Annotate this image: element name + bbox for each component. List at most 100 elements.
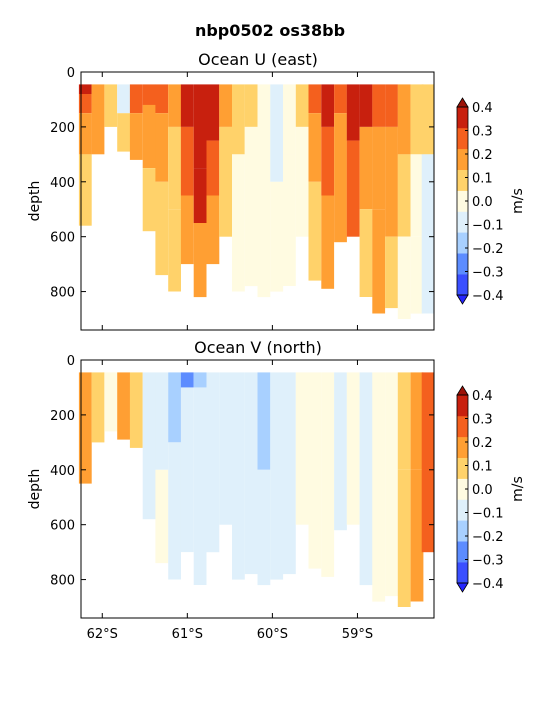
heatmap-cell	[397, 154, 411, 237]
heatmap-cell	[180, 372, 194, 388]
heatmap-cell	[117, 113, 130, 152]
heatmap-cell	[78, 372, 92, 484]
colorbar-tick-label: 0.4	[472, 101, 493, 116]
heatmap-cell	[219, 84, 232, 127]
y-tick-labels: 0 200 400 600 800	[50, 354, 434, 589]
colorbar-tick-label: 0.1	[472, 460, 493, 475]
x-tick-label: 62°S	[87, 627, 118, 642]
colorbar-swatch	[457, 562, 468, 584]
heatmap-cell	[244, 372, 258, 575]
y-tick-label: 600	[50, 231, 75, 246]
colorbar-swatch	[457, 107, 468, 129]
colorbar-tick-label: 0.4	[472, 389, 493, 404]
colorbar-swatch	[457, 436, 468, 458]
heatmap-cell	[359, 126, 373, 210]
colorbar-extend-high	[456, 385, 469, 396]
panel-title: Ocean V (north)	[194, 338, 322, 357]
heatmap-cell	[308, 181, 322, 281]
x-tick-label: 59°S	[342, 627, 373, 642]
heatmap-cell	[397, 84, 411, 155]
heatmap-cell	[257, 469, 271, 586]
x-tick-label: 60°S	[257, 627, 288, 642]
heatmap-cell	[168, 84, 181, 127]
colorbar-swatch	[457, 169, 468, 191]
heatmap-cell	[283, 372, 296, 575]
x-tick-marks	[101, 72, 358, 330]
heatmap-cell	[385, 126, 398, 237]
heatmap-cell	[359, 209, 373, 297]
colorbar-swatch	[457, 232, 468, 254]
heatmap-cell	[117, 372, 130, 440]
heatmap-cell	[257, 372, 271, 470]
panel-title: Ocean U (east)	[198, 50, 318, 69]
heatmap-cell	[129, 84, 143, 114]
heatmap-cell	[359, 84, 373, 127]
heatmap-cell	[168, 209, 181, 292]
heatmap-cell	[410, 236, 424, 314]
heatmap-cell	[421, 154, 435, 314]
heatmap-cell	[321, 84, 335, 127]
heatmap-cell	[117, 84, 130, 114]
heatmap-cell	[283, 84, 296, 155]
colorbar: 0.4 0.3 0.2 0.1 0.0 −0.1 −0.2 −0.3 −0.4	[456, 385, 504, 593]
heatmap-cell	[385, 84, 398, 127]
colorbar-tick-label: 0.0	[472, 483, 493, 498]
heatmap-cell	[180, 126, 194, 196]
heatmap-cell	[180, 195, 194, 265]
heatmap-cell	[142, 84, 156, 105]
colorbar-label: m/s	[510, 476, 526, 502]
colorbar-tick-label: 0.1	[472, 172, 493, 187]
x-tick-label: 61°S	[172, 627, 203, 642]
colorbar-swatch	[457, 190, 468, 212]
heatmap-cell	[295, 372, 309, 525]
heatmap-cell	[168, 442, 181, 580]
heatmap-cell	[283, 154, 296, 286]
heatmap-cell	[129, 113, 143, 160]
heatmap-cell	[155, 372, 169, 470]
colorbar-tick-label: 0.0	[472, 195, 493, 210]
heatmap-cell	[257, 84, 271, 298]
heatmap-cell	[180, 387, 194, 553]
y-tick-label: 0	[67, 354, 75, 369]
colorbar-swatch	[457, 499, 468, 521]
y-tick-labels: 0 200 400 600 800	[50, 66, 434, 301]
heatmap-cell	[334, 372, 347, 531]
colorbar: 0.4 0.3 0.2 0.1 0.0 −0.1 −0.2 −0.3 −0.4	[456, 97, 504, 305]
heatmap-cell	[155, 84, 169, 114]
heatmap-cell	[232, 84, 245, 155]
colorbar-swatch	[457, 211, 468, 233]
heatmap-cell	[421, 372, 435, 553]
heatmap-cell	[321, 126, 335, 196]
colorbar-swatch	[457, 395, 468, 417]
colorbar-extend-low	[456, 582, 469, 593]
heatmap-cell	[270, 372, 284, 580]
heatmap-cell	[155, 181, 169, 276]
heatmap-cell	[346, 140, 360, 237]
heatmap-cell	[308, 84, 322, 114]
heatmap-cell	[129, 372, 143, 448]
heatmap-cell	[385, 236, 398, 309]
heatmap-cell	[359, 372, 373, 586]
heatmap-cell	[421, 84, 435, 155]
heatmap-cell	[193, 84, 207, 169]
colorbar-tick-label: 0.3	[472, 125, 493, 140]
colorbar-swatch	[457, 274, 468, 296]
y-axis-label: depth	[27, 469, 43, 510]
heatmap-cell	[142, 168, 156, 232]
y-tick-label: 800	[50, 574, 75, 589]
heatmap-cell	[104, 84, 118, 127]
colorbar-extend-high	[456, 97, 469, 108]
heatmap-cell	[78, 84, 92, 94]
heatmap-cell	[321, 372, 335, 577]
colorbar-swatch	[457, 415, 468, 438]
heatmap-cell	[78, 94, 92, 114]
heatmap-cell	[168, 126, 181, 210]
heatmap-cell	[244, 126, 258, 287]
heatmap-cell	[397, 236, 411, 319]
heatmap-cell	[206, 140, 220, 196]
colorbar-tick-label: −0.3	[472, 554, 504, 569]
heatmap-cell	[397, 372, 411, 470]
heatmap-cell	[397, 469, 411, 607]
